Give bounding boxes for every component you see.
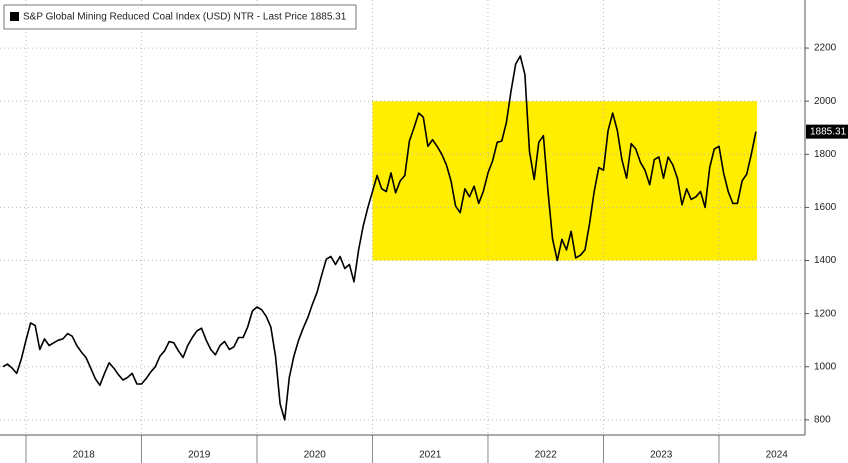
- last-value-tag: [806, 124, 848, 139]
- y-tick-label: 1000: [814, 361, 837, 372]
- x-tick-label: 2020: [304, 450, 327, 461]
- x-tick-label: 2024: [766, 450, 789, 461]
- x-tick-label: 2019: [188, 450, 211, 461]
- y-tick-label: 2000: [814, 96, 837, 107]
- last-value-label: 1885.31: [810, 126, 847, 137]
- line: [2, 55, 757, 421]
- legend-label: S&P Global Mining Reduced Coal Index (US…: [23, 12, 347, 23]
- x-tick-label: 2022: [535, 450, 558, 461]
- y-tick-label: 800: [814, 415, 831, 426]
- y-tick-label: 1800: [814, 149, 837, 160]
- highlight-region: [372, 101, 758, 261]
- x-tick-label: 2023: [650, 450, 673, 461]
- y-tick-label: 2200: [814, 43, 837, 54]
- x-tick-label: 2018: [73, 450, 96, 461]
- y-tick-label: 1600: [814, 202, 837, 213]
- legend-box: [3, 4, 357, 30]
- legend-swatch: [10, 12, 19, 21]
- legend: S&P Global Mining Reduced Coal Index (US…: [3, 4, 357, 30]
- y-tick-label: 1400: [814, 255, 837, 266]
- y-tick-label: 1200: [814, 308, 837, 319]
- x-tick-label: 2021: [419, 450, 442, 461]
